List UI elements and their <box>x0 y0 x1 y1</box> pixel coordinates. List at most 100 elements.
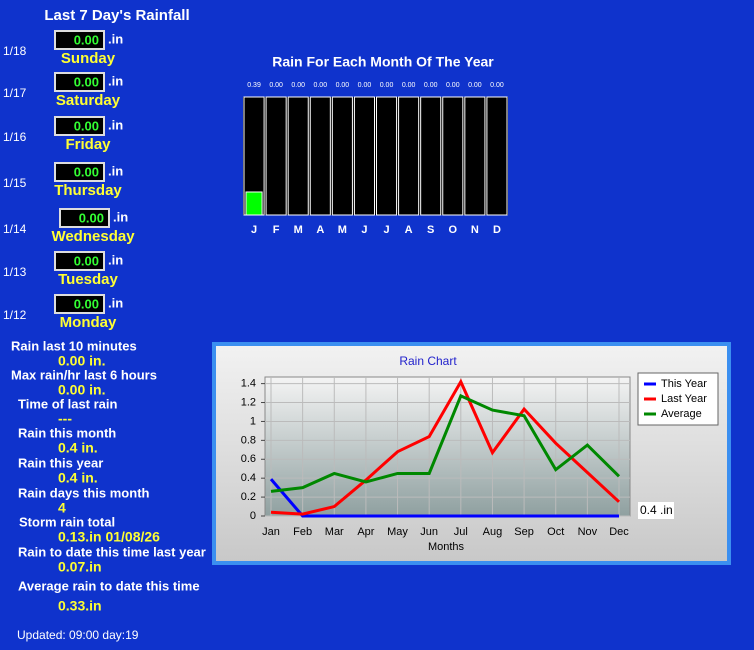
day-unit: .in <box>113 209 128 224</box>
line-series <box>269 478 619 518</box>
x-tick-label: Feb <box>293 526 312 538</box>
value-label: 0.39 <box>247 82 261 89</box>
y-tick-label: 0 <box>250 510 256 522</box>
bar-slot <box>265 96 287 216</box>
x-tick-label: F <box>273 224 280 236</box>
x-tick-label: J <box>383 224 389 236</box>
day-value: 0.00 <box>79 210 104 225</box>
x-tick-label: Nov <box>578 526 598 538</box>
day-value: 0.00 <box>74 118 99 133</box>
stat-value: 0.07.in <box>58 559 102 575</box>
stat-value: 0.00 in. <box>58 382 105 398</box>
y-tick-label: 1.4 <box>241 378 256 390</box>
day-name: Wednesday <box>51 228 135 245</box>
day-name: Monday <box>60 314 117 331</box>
x-tick-label: Jul <box>454 526 468 538</box>
x-tick-label: S <box>427 224 434 236</box>
day-date: 1/17 <box>3 86 27 100</box>
day-unit: .in <box>108 31 123 46</box>
stat-value: 0.4 in. <box>58 440 98 456</box>
value-box <box>54 116 105 136</box>
day-name: Sunday <box>61 50 116 67</box>
value-label: 0.00 <box>336 82 350 89</box>
stat-label: Storm rain total <box>19 514 115 529</box>
legend-label: Average <box>661 408 702 420</box>
y-tick-label: 1 <box>250 415 256 427</box>
panel-title: Last 7 Day's Rainfall <box>44 7 189 24</box>
value-box <box>59 208 110 228</box>
stat-label: Average rain to date this time <box>18 578 200 593</box>
x-tick-label: O <box>449 224 458 236</box>
day-unit: .in <box>108 117 123 132</box>
line-series <box>270 378 621 516</box>
day-unit: .in <box>108 163 123 178</box>
day-unit: .in <box>108 252 123 267</box>
day-date: 1/13 <box>3 265 27 279</box>
stat-label: Rain days this month <box>18 485 150 500</box>
day-value: 0.00 <box>74 74 99 89</box>
x-tick-label: A <box>316 224 324 236</box>
chart-title: Rain Chart <box>399 354 457 368</box>
value-label: 0.00 <box>291 82 305 89</box>
day-date: 1/14 <box>3 222 27 236</box>
value-box <box>54 251 105 271</box>
y-tick-label: 0.4 <box>241 472 256 484</box>
x-tick-label: J <box>251 224 257 236</box>
day-date: 1/18 <box>3 44 27 58</box>
value-label: 0.00 <box>269 82 283 89</box>
stat-label: Max rain/hr last 6 hours <box>11 367 157 382</box>
x-tick-label: Jan <box>262 526 280 538</box>
legend-label: This Year <box>661 378 707 390</box>
bar-area <box>243 97 508 215</box>
value-label: 0.00 <box>380 82 394 89</box>
line-series <box>270 393 621 493</box>
day-date: 1/15 <box>3 176 27 190</box>
x-tick-label: Jun <box>420 526 438 538</box>
bar <box>245 191 263 216</box>
bar-slot <box>442 96 464 216</box>
x-tick-label: Aug <box>483 526 503 538</box>
value-box <box>54 30 105 50</box>
value-label: 0.00 <box>468 82 482 89</box>
stat-value: 0.13.in 01/08/26 <box>58 529 160 545</box>
value-label: 0.00 <box>402 82 416 89</box>
day-unit: .in <box>108 73 123 88</box>
x-axis-label: Months <box>428 541 465 553</box>
stat-value: 4 <box>58 500 66 516</box>
x-tick-label: Sep <box>514 526 534 538</box>
y-tick-label: 0.6 <box>241 453 256 465</box>
stat-value: --- <box>58 411 72 427</box>
day-unit: .in <box>108 295 123 310</box>
bar-slot <box>398 96 420 216</box>
stat-label: Rain this month <box>18 425 116 440</box>
bar-slot <box>486 96 508 216</box>
day-name: Tuesday <box>58 271 118 288</box>
value-box <box>54 72 105 92</box>
day-value: 0.00 <box>74 296 99 311</box>
x-tick-label: M <box>338 224 347 236</box>
bar-slot <box>287 96 309 216</box>
stat-value: 0.00 in. <box>58 353 105 369</box>
y-tick-label: 0.8 <box>241 434 256 446</box>
day-value: 0.00 <box>74 32 99 47</box>
stat-label: Rain to date this time last year <box>18 544 206 559</box>
day-name: Saturday <box>56 92 121 109</box>
day-name: Friday <box>65 136 111 153</box>
value-label: 0.00 <box>490 82 504 89</box>
day-date: 1/16 <box>3 130 27 144</box>
value-box <box>54 294 105 314</box>
x-tick-label: Mar <box>325 526 344 538</box>
stat-label: Rain last 10 minutes <box>11 338 137 353</box>
x-tick-label: Apr <box>357 526 374 538</box>
value-label: 0.00 <box>424 82 438 89</box>
day-value: 0.00 <box>74 253 99 268</box>
day-date: 1/12 <box>3 308 27 322</box>
x-tick-label: J <box>361 224 367 236</box>
bar-slot <box>331 96 353 216</box>
stat-label: Time of last rain <box>18 396 118 411</box>
day-name: Thursday <box>54 182 122 199</box>
updated: Updated: 09:00 day:19 <box>17 628 139 642</box>
value-label: 0.00 <box>313 82 327 89</box>
x-tick-label: Dec <box>609 526 629 538</box>
